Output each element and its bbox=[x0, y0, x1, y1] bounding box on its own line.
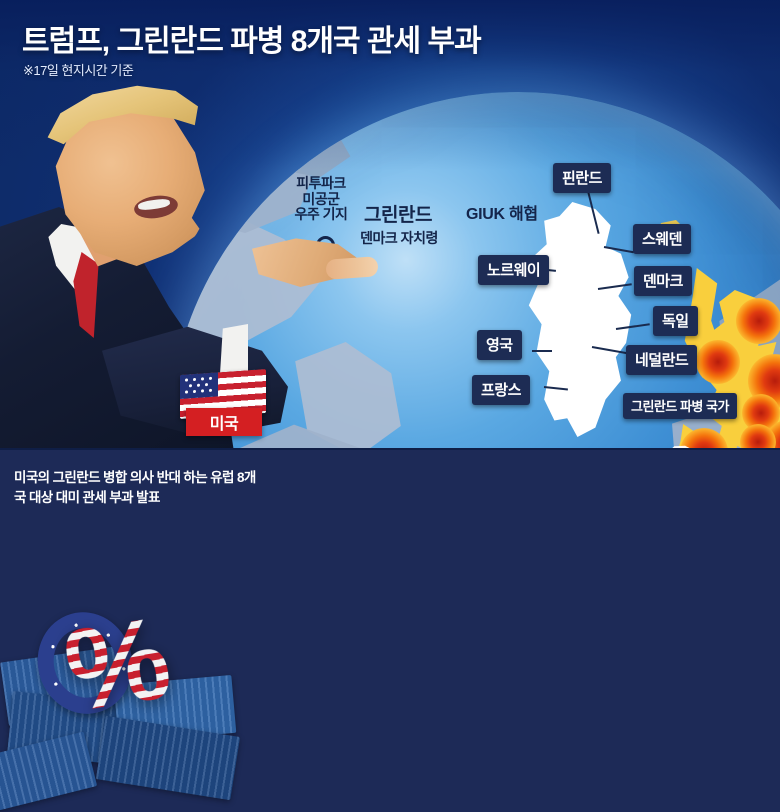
pituffik-line-1: 피투파크 bbox=[296, 175, 346, 191]
pituffik-line-2: 미공군 bbox=[302, 190, 340, 207]
giuk-gap-text: GIUK 해협 bbox=[466, 206, 538, 223]
section-divider bbox=[0, 448, 780, 450]
pituffik-base-label: 피투파크 미공군 우주 기지 bbox=[278, 175, 364, 223]
map-label-uk[interactable]: 영국 bbox=[477, 330, 522, 360]
percent-containers-graphic: % bbox=[0, 568, 254, 812]
chart-caption: 미국의 그린란드 병합 의사 반대 하는 유럽 8개국 대상 대미 관세 부과 … bbox=[14, 470, 256, 505]
map-label-germany-text: 독일 bbox=[662, 313, 689, 330]
hotspot-finland bbox=[736, 298, 780, 344]
trump-pointing-finger bbox=[325, 256, 379, 280]
usa-country-label-text: 미국 bbox=[209, 416, 239, 433]
percent-symbol: % bbox=[56, 591, 179, 737]
page-subtitle-note: ※17일 현지시간 기준 bbox=[23, 63, 134, 78]
map-label-denmark-text: 덴마크 bbox=[643, 273, 683, 290]
greenland-sublabel-text: 덴마크 자치령 bbox=[360, 230, 438, 246]
map-label-netherlands[interactable]: 네덜란드 bbox=[626, 345, 698, 375]
flag-canton bbox=[180, 372, 218, 400]
greenland-sublabel: 덴마크 자치령 bbox=[338, 230, 460, 247]
giuk-gap-label: GIUK 해협 bbox=[466, 200, 538, 224]
map-legend-text: 그린란드 파병 국가 bbox=[631, 399, 729, 414]
map-label-finland[interactable]: 핀란드 bbox=[553, 163, 611, 193]
map-label-germany[interactable]: 독일 bbox=[653, 306, 698, 336]
map-label-norway-text: 노르웨이 bbox=[487, 262, 541, 279]
map-label-uk-text: 영국 bbox=[486, 337, 513, 354]
map-label-finland-text: 핀란드 bbox=[562, 170, 602, 187]
leader-line-uk bbox=[532, 350, 552, 352]
map-label-sweden[interactable]: 스웨덴 bbox=[633, 224, 691, 254]
map-label-norway[interactable]: 노르웨이 bbox=[478, 255, 550, 285]
map-section: 그린란드 덴마크 자치령 피투파크 미공군 우주 기지 GIUK 해협 핀란드 bbox=[0, 0, 780, 448]
pituffik-line-3: 우주 기지 bbox=[294, 206, 348, 223]
map-label-france-text: 프랑스 bbox=[481, 382, 521, 399]
usa-flag-badge: 미국 bbox=[176, 368, 272, 438]
page-title: 트럼프, 그린란드 파병 8개국 관세 부과 bbox=[22, 25, 482, 58]
map-label-netherlands-text: 네덜란드 bbox=[635, 352, 689, 369]
chart-section: 미국의 그린란드 병합 의사 반대 하는 유럽 8개국 대상 대미 관세 부과 … bbox=[0, 448, 780, 812]
map-label-sweden-text: 스웨덴 bbox=[642, 231, 682, 248]
greenland-label: 그린란드 bbox=[343, 205, 453, 226]
usa-country-label: 미국 bbox=[186, 408, 262, 436]
map-label-denmark[interactable]: 덴마크 bbox=[634, 266, 692, 296]
map-label-france[interactable]: 프랑스 bbox=[472, 375, 530, 405]
greenland-label-text: 그린란드 bbox=[364, 205, 432, 226]
map-legend: 그린란드 파병 국가 bbox=[623, 393, 737, 419]
hotspot-norway bbox=[696, 340, 740, 384]
